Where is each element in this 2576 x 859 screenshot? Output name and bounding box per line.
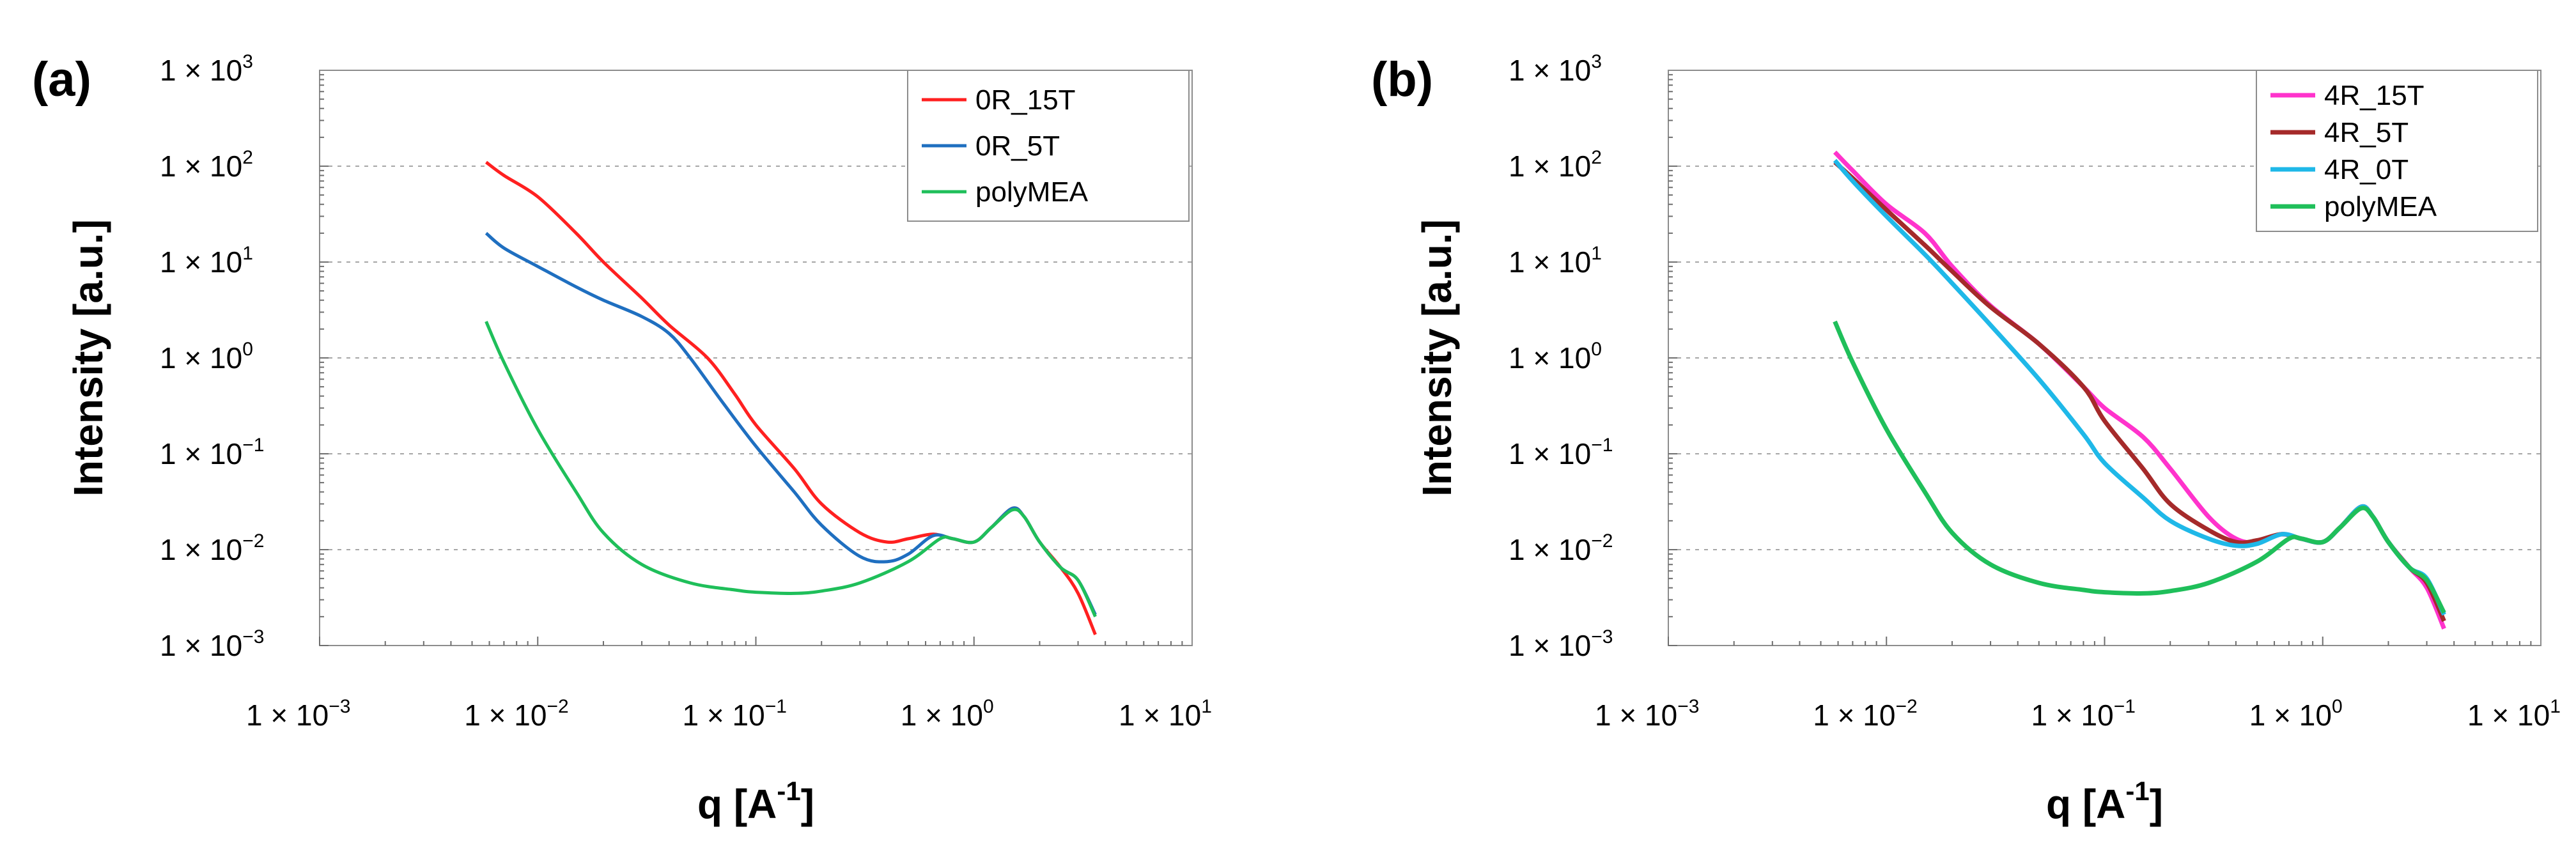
legend-label: 4R_0T: [2324, 154, 2409, 185]
x-tick-label: 1 × 101: [2467, 696, 2561, 732]
legend-label: polyMEA: [975, 176, 1089, 208]
x-axis-label: q [A-1]: [697, 776, 814, 827]
legend-label: 4R_15T: [2324, 80, 2425, 111]
y-axis-label: Intensity [a.u.]: [65, 219, 111, 497]
x-tick-label: 1 × 10−2: [464, 696, 568, 732]
x-axis-label: q [A-1]: [2046, 776, 2163, 827]
legend-label: 4R_5T: [2324, 117, 2409, 148]
x-tick-label: 1 × 100: [901, 696, 994, 732]
panel-a: (a) 1 × 10−3 1 × 10−2 1 × 10−1 1 × 100 1 × 10…: [32, 51, 1212, 827]
x-tick-label: 1 × 10−3: [1595, 696, 1699, 732]
x-tick-label: 1 × 10−1: [683, 696, 787, 732]
y-tick-label: 1 × 103: [1509, 51, 1602, 87]
y-tick-label: 1 × 10−2: [1509, 530, 1613, 566]
series-line-0r-5t: [485, 231, 1097, 615]
legend-label: 0R_5T: [975, 130, 1060, 162]
y-tick-label: 1 × 10−3: [1509, 626, 1613, 662]
y-tick-label: 1 × 102: [160, 147, 253, 183]
y-tick-label: 1 × 100: [160, 339, 253, 375]
panel-b: (b) 1 × 10−3 1 × 10−2 1 × 10−1 1 × 100 1 × 10…: [1371, 51, 2561, 827]
y-tick-label: 1 × 101: [160, 243, 253, 279]
x-tick-label: 1 × 10−2: [1813, 696, 1917, 732]
y-axis-label: Intensity [a.u.]: [1414, 219, 1460, 497]
legend-label: 0R_15T: [975, 84, 1076, 116]
y-tick-label: 1 × 10−2: [160, 530, 264, 566]
series-line-polymea: [485, 320, 1097, 617]
x-tick-label: 1 × 10−1: [2031, 696, 2136, 732]
x-tick-label: 1 × 100: [2249, 696, 2343, 732]
y-tick-label: 1 × 100: [1509, 339, 1602, 375]
x-tick-label: 1 × 10−3: [246, 696, 350, 732]
y-tick-label: 1 × 103: [160, 51, 253, 87]
series-line-0r-15t: [485, 160, 1097, 635]
legend-label: polyMEA: [2324, 191, 2437, 222]
y-tick-label: 1 × 10−3: [160, 626, 264, 662]
y-tick-label: 1 × 10−1: [160, 435, 264, 470]
y-tick-label: 1 × 102: [1509, 147, 1602, 183]
y-tick-label: 1 × 10−1: [1509, 435, 1613, 470]
panel-label: (a): [32, 52, 91, 107]
y-tick-label: 1 × 101: [1509, 243, 1602, 279]
panel-label: (b): [1371, 52, 1433, 107]
series-line-polymea: [1833, 320, 2446, 614]
x-tick-label: 1 × 101: [1119, 696, 1212, 732]
